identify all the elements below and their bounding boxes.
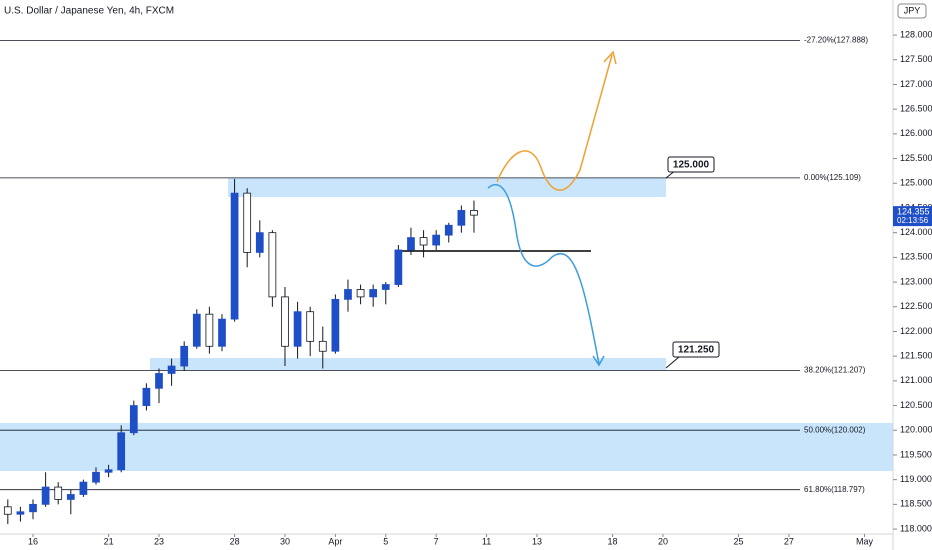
candle-body bbox=[66, 494, 75, 500]
fib-label: 0.00%(125.109) bbox=[804, 173, 861, 182]
candle-body bbox=[16, 511, 25, 515]
x-tick-label: 16 bbox=[28, 536, 38, 546]
y-tick-label: 120.500 bbox=[900, 400, 932, 410]
x-tick-label: 30 bbox=[280, 536, 290, 546]
callout-pointer bbox=[665, 356, 680, 369]
candle-body bbox=[407, 237, 415, 251]
candle-body bbox=[419, 237, 428, 246]
candle-body bbox=[281, 296, 289, 347]
candle-body bbox=[192, 313, 201, 347]
x-tick-label: Apr bbox=[328, 536, 342, 546]
y-tick-label: 118.000 bbox=[900, 523, 932, 533]
y-tick-label: 120.000 bbox=[900, 425, 932, 435]
y-tick-label: 119.000 bbox=[900, 474, 932, 484]
y-tick-label: 127.000 bbox=[900, 79, 932, 89]
fib-label: -27.20%(127.888) bbox=[804, 36, 868, 45]
candle-body bbox=[381, 284, 390, 290]
y-tick-label: 125.000 bbox=[900, 178, 932, 188]
candle-body bbox=[470, 210, 478, 216]
x-tick-label: 5 bbox=[383, 536, 388, 546]
x-tick-label: 21 bbox=[104, 536, 114, 546]
last-price-tag bbox=[893, 206, 932, 227]
candle-body bbox=[180, 345, 189, 367]
y-tick-label: 122.500 bbox=[900, 301, 932, 311]
y-tick-label: 122.000 bbox=[900, 326, 932, 336]
callout-text: 125.000 bbox=[673, 160, 710, 171]
candle-body bbox=[356, 289, 365, 298]
y-tick-label: 124.000 bbox=[900, 227, 932, 237]
candle-body bbox=[54, 486, 63, 500]
candle-body bbox=[167, 365, 176, 374]
currency-box bbox=[897, 3, 927, 19]
candle-body bbox=[457, 210, 466, 226]
y-tick-label: 123.000 bbox=[900, 276, 932, 286]
candle-body bbox=[79, 481, 88, 495]
zone bbox=[150, 358, 666, 370]
y-tick-label: 128.000 bbox=[900, 29, 932, 39]
y-tick-label: 118.500 bbox=[900, 499, 932, 509]
candle-body bbox=[230, 192, 239, 320]
candle-body bbox=[243, 192, 252, 253]
y-tick-label: 126.500 bbox=[900, 104, 932, 114]
candle-body bbox=[3, 506, 12, 515]
zone bbox=[228, 178, 666, 197]
countdown: 02:13:56 bbox=[897, 216, 929, 225]
candle-body bbox=[444, 224, 453, 236]
fib-label: 50.00%(120.002) bbox=[804, 425, 866, 434]
projection-down bbox=[487, 183, 600, 365]
projection-up bbox=[496, 54, 613, 191]
x-tick-label: 25 bbox=[734, 536, 744, 546]
candle-body bbox=[92, 471, 100, 483]
y-tick-label: 125.500 bbox=[900, 153, 932, 163]
fib-label: 61.80%(118.797) bbox=[804, 485, 865, 494]
candle-body bbox=[205, 313, 214, 347]
candle-body bbox=[432, 234, 441, 246]
x-tick-label: 20 bbox=[658, 536, 668, 546]
x-tick-label: 27 bbox=[784, 536, 794, 546]
y-tick-label: 126.000 bbox=[900, 128, 932, 138]
arrow-head bbox=[592, 355, 605, 367]
candle-body bbox=[104, 469, 113, 473]
candle-body bbox=[268, 232, 277, 298]
axes: 118.000 118.500 119.000 119.500 120.000 120.5… bbox=[28, 29, 932, 546]
x-tick-label: 23 bbox=[154, 536, 164, 546]
arrow-head bbox=[603, 50, 617, 65]
candle-body bbox=[306, 311, 315, 342]
y-tick-label: 123.500 bbox=[900, 252, 932, 262]
candle-body bbox=[255, 232, 264, 253]
candle-body bbox=[344, 289, 352, 300]
y-tick-label: 121.500 bbox=[900, 351, 932, 361]
candle-body bbox=[394, 249, 403, 285]
candle-body bbox=[117, 432, 126, 471]
candle-body bbox=[41, 486, 50, 505]
chart-title: U.S. Dollar / Japanese Yen, 4h, FXCM bbox=[4, 6, 174, 17]
x-tick-label: 18 bbox=[608, 536, 618, 546]
y-tick-label: 119.500 bbox=[900, 449, 932, 459]
x-tick-label: 28 bbox=[230, 536, 240, 546]
candle-body bbox=[331, 298, 340, 352]
x-tick-label: 7 bbox=[434, 536, 439, 546]
candle-body bbox=[318, 340, 327, 352]
callout-text: 121.250 bbox=[678, 345, 715, 356]
callout-box bbox=[672, 341, 720, 358]
candle-body bbox=[369, 289, 378, 298]
x-tick-label: May bbox=[856, 536, 874, 546]
callout-box bbox=[667, 156, 715, 173]
last-price: 124.355 bbox=[897, 207, 930, 217]
candle-body bbox=[218, 318, 226, 347]
y-tick-label: 127.500 bbox=[900, 54, 932, 64]
x-tick-label: 11 bbox=[482, 536, 491, 546]
zone bbox=[0, 423, 893, 471]
candle-body bbox=[142, 387, 151, 406]
candle-body bbox=[129, 405, 138, 434]
x-tick-label: 13 bbox=[532, 536, 542, 546]
currency: JPY bbox=[904, 5, 921, 15]
y-tick-label: 121.000 bbox=[900, 375, 932, 385]
candle-body bbox=[155, 373, 163, 389]
candle-body bbox=[293, 311, 302, 347]
candles bbox=[3, 178, 478, 525]
fib-label: 38.20%(121.207) bbox=[804, 366, 866, 375]
candle-body bbox=[29, 503, 37, 513]
